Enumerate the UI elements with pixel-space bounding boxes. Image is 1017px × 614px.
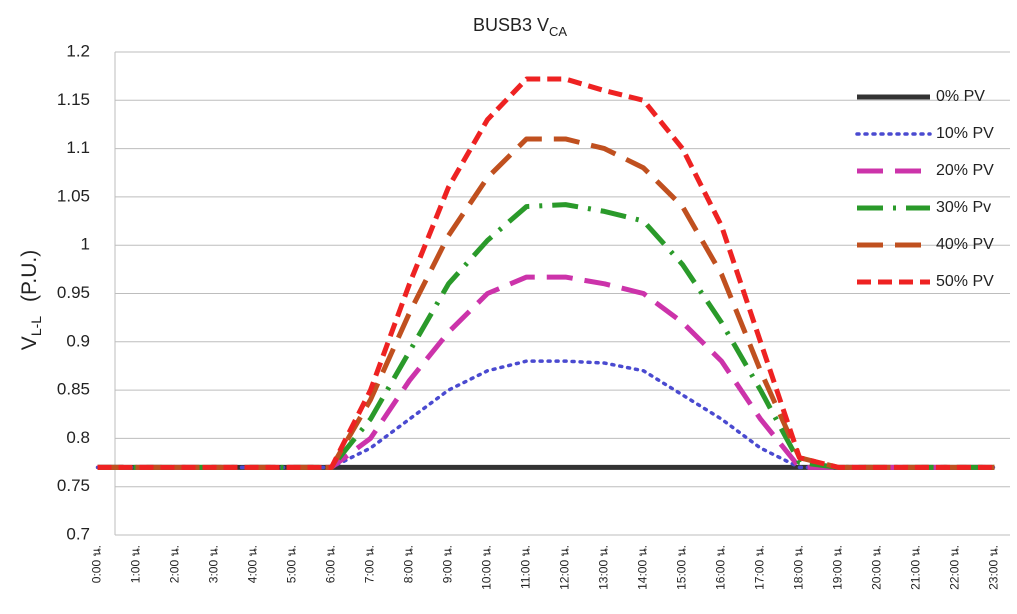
x-tick-label: 11:00 น. [519, 545, 533, 589]
y-tick-label: 1.15 [57, 90, 90, 109]
y-tick-label: 0.75 [57, 476, 90, 495]
series-line [97, 136, 995, 470]
x-tick-label: 5:00 น. [285, 545, 299, 583]
x-tick-label: 4:00 น. [246, 545, 260, 583]
legend-label: 50% PV [936, 273, 994, 290]
x-tick-label: 23:00 น. [987, 545, 1001, 590]
y-tick-label: 1.2 [66, 41, 90, 60]
x-tick-label: 0:00 น. [90, 545, 104, 583]
x-tick-label: 13:00 น. [597, 545, 611, 590]
x-tick-label: 20:00 น. [870, 545, 884, 590]
x-tick-label: 1:00 น. [129, 545, 143, 583]
x-tick-label: 12:00 น. [558, 545, 572, 590]
x-tick-label: 14:00 น. [636, 545, 650, 590]
legend-label: 30% Pv [936, 199, 991, 216]
series-line [97, 76, 995, 470]
y-tick-label: 1.05 [57, 186, 90, 205]
chart-title: BUSB3 VCA [473, 15, 567, 40]
x-tick-label: 6:00 น. [324, 545, 338, 583]
x-tick-label: 2:00 น. [168, 545, 182, 583]
x-tick-label: 3:00 น. [207, 545, 221, 583]
y-axis-label: VL-L(P.U.) [18, 250, 44, 350]
x-tick-label: 10:00 น. [480, 545, 494, 590]
x-tick-label: 17:00 น. [753, 545, 767, 590]
x-tick-label: 18:00 น. [792, 545, 806, 590]
series-line [95, 359, 997, 470]
legend-label: 40% PV [936, 236, 994, 253]
x-tick-label: 7:00 น. [363, 545, 377, 583]
legend-label: 10% PV [936, 125, 994, 142]
legend-label: 0% PV [936, 88, 985, 105]
x-tick-label: 9:00 น. [441, 545, 455, 583]
y-tick-label: 0.95 [57, 283, 90, 302]
x-tick-label: 21:00 น. [909, 545, 923, 590]
y-tick-label: 0.7 [66, 524, 90, 543]
y-tick-label: 1 [81, 235, 90, 254]
x-tick-label: 15:00 น. [675, 545, 689, 590]
x-tick-label: 8:00 น. [402, 545, 416, 583]
y-tick-label: 0.8 [66, 428, 90, 447]
x-tick-label: 22:00 น. [948, 545, 962, 590]
y-tick-label: 1.1 [66, 138, 90, 157]
x-tick-label: 19:00 น. [831, 545, 845, 590]
x-tick-label: 16:00 น. [714, 545, 728, 590]
y-tick-label: 0.85 [57, 380, 90, 399]
legend-label: 20% PV [936, 162, 994, 179]
y-tick-label: 0.9 [66, 331, 90, 350]
